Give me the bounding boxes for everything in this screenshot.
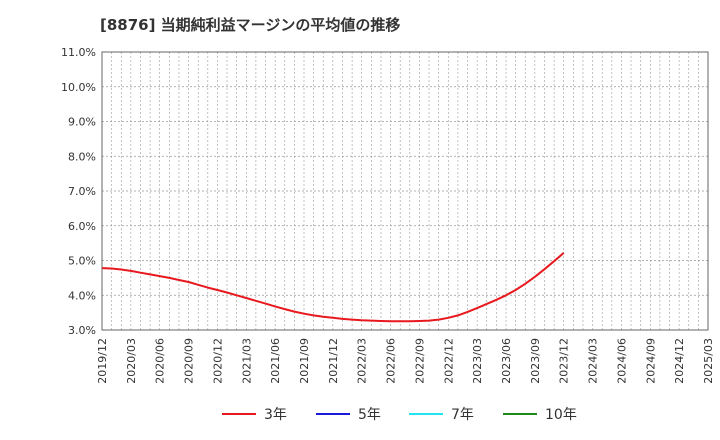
x-tick-label: 2022/03 [356,338,369,384]
x-tick-label: 2024/12 [673,338,686,384]
y-tick-labels: 3.0% 4.0% 5.0% 6.0% 7.0% 8.0% 9.0% 10.0% 11.0% [61,46,96,337]
y-tick-label: 7.0% [68,185,96,198]
x-tick-label: 2020/06 [154,338,167,384]
axis-layer [101,51,709,331]
x-tick-label: 2023/12 [558,338,571,384]
legend: 3年 5年 7年 10年 [222,407,577,423]
series-layer [101,252,565,323]
y-tick-label: 11.0% [61,46,96,59]
y-tick-label: 8.0% [68,150,96,163]
legend-label: 5年 [358,407,381,423]
x-tick-labels: 2019/12 2020/03 2020/06 2020/09 2020/12 2021/… [96,338,715,384]
y-tick-label: 5.0% [68,255,96,268]
series-line-3年 [101,252,565,323]
x-tick-label: 2021/09 [298,338,311,384]
x-tick-label: 2020/12 [211,338,224,384]
x-tick-label: 2025/03 [702,338,715,384]
x-tick-label: 2024/06 [615,338,628,384]
x-tick-label: 2021/06 [269,338,282,384]
x-tick-label: 2021/12 [327,338,340,384]
x-tick-label: 2022/12 [442,338,455,384]
x-tick-label: 2022/06 [385,338,398,384]
legend-label: 10年 [545,407,577,423]
grid-layer [102,52,708,330]
y-tick-label: 9.0% [68,116,96,129]
y-tick-label: 6.0% [68,220,96,233]
x-tick-label: 2024/03 [587,338,600,384]
y-tick-label: 10.0% [61,81,96,94]
x-tick-label: 2023/09 [529,338,542,384]
y-tick-label: 3.0% [68,324,96,337]
x-tick-label: 2019/12 [96,338,109,384]
x-tick-label: 2023/03 [471,338,484,384]
x-tick-label: 2020/09 [183,338,196,384]
x-tick-label: 2022/09 [413,338,426,384]
plot-area [101,51,709,331]
y-tick-label: 4.0% [68,289,96,302]
x-tick-label: 2024/09 [644,338,657,384]
x-tick-label: 2023/06 [500,338,513,384]
legend-label: 3年 [264,407,287,423]
x-tick-label: 2021/03 [240,338,253,384]
x-tick-label: 2020/03 [125,338,138,384]
chart-title: [8876] 当期純利益マージンの平均値の推移 [100,16,401,34]
legend-label: 7年 [451,407,474,423]
